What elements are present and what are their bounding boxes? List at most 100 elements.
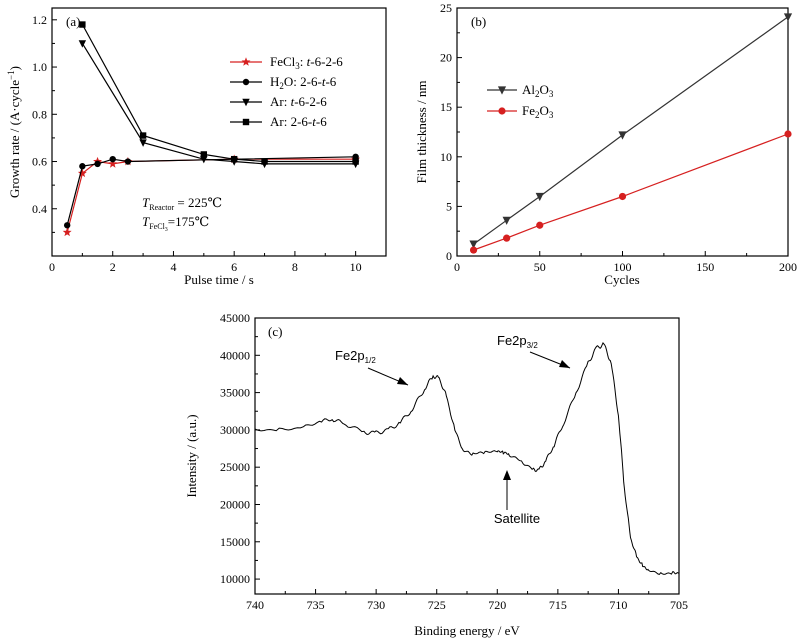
annotation-fe2p12-text: Fe2p (335, 348, 365, 363)
panel-a-series-0-point (77, 168, 87, 178)
panel-a-legend-label-part: O: 2-6- (284, 74, 322, 89)
panel-b-series-0-point (469, 240, 478, 249)
panel-a-xtick-label: 8 (292, 260, 298, 274)
panel-b-xtick-label: 150 (696, 260, 714, 274)
panel-b-series-0-point (535, 192, 544, 202)
panel-a-series-3-point (261, 158, 268, 165)
panel-a-series-2-point (139, 139, 147, 147)
panel-a-series-1-point (63, 222, 71, 229)
panel-a-legend-label: FeCl3: t-6-2-6 (270, 54, 343, 71)
panel-b-legend-label-part: Fe (522, 103, 535, 118)
panel-b-legend: Al2O3 Fe2O3 (487, 82, 554, 120)
panel-a-legend-label-part: 2 (279, 81, 284, 91)
annotation-fe2p12-sub: 1/2 (365, 356, 377, 365)
panel-b-series-1-point (536, 221, 544, 229)
annotation-t-fecl3-symbol: T (142, 214, 150, 229)
panel-a-legend-label: Ar: 2-6-t-6 (270, 114, 327, 129)
panel-b-legend-label-part: O (540, 103, 549, 118)
panel-a-series-2-point (78, 40, 87, 48)
panel-a-legend-marker (241, 57, 251, 66)
panel-a-xtick-label: 4 (170, 260, 176, 274)
panel-a-ylabel: Growth rate / (A·cycle−1) (6, 66, 22, 198)
panel-b-ylabel: Film thickness / nm (414, 81, 429, 184)
panel-c-xtick-label: 720 (488, 598, 506, 612)
panel-a-legend-label: Ar: t-6-2-6 (270, 94, 327, 109)
panel-a-legend-label-part: Ar: 2-6- (270, 114, 312, 129)
panel-c-ytick-label: 15000 (220, 535, 250, 549)
panel-a-legend-label-part: t (312, 114, 316, 129)
panel-b-ytick-label: 15 (440, 100, 452, 114)
panel-c-xtick-label: 725 (428, 598, 446, 612)
panel-b-legend-label: Al2O3 (522, 82, 554, 99)
panel-b-legend-label: Fe2O3 (522, 103, 554, 120)
panel-b-legend-label-part: 3 (549, 89, 554, 99)
panel-a-series-2-line (81, 43, 356, 165)
panel-a-series-1-point (109, 155, 116, 163)
panel-a-series-3-line (81, 24, 356, 163)
panel-a-legend-label-part: -6 (316, 114, 327, 129)
panel-b-series-0-line (473, 16, 789, 245)
panel-a-legend-label-part: t (307, 54, 311, 69)
panel-a-xtick-label: 0 (49, 260, 55, 274)
panel-a-ytick-label: 0.8 (32, 107, 47, 121)
panel-c-spectrum-line (254, 341, 680, 575)
annotation-t-reactor-symbol: T (142, 195, 150, 210)
panel-b-ytick-label: 20 (440, 51, 452, 65)
panel-b-legend-marker (498, 107, 506, 115)
panel-a-series-3-point (230, 155, 238, 163)
panel-a-legend-label-part: -6-2-6 (310, 54, 343, 69)
panel-b-series-1-point (469, 246, 478, 254)
panel-c-xlabel: Binding energy / eV (414, 623, 520, 638)
annotation-t-reactor-value: = 225℃ (174, 195, 222, 210)
panel-a-legend-marker (242, 98, 250, 107)
panel-a-series-1-point (94, 160, 101, 168)
panel-a-series-1-point (124, 158, 132, 165)
panel-c-ytick-label: 45000 (220, 311, 250, 325)
panel-c-ytick-label: 35000 (220, 386, 250, 400)
panel-c-xtick-label: 730 (367, 598, 385, 612)
annotation-t-reactor-sub: Reactor (149, 203, 174, 212)
panel-a-legend-label-part: : (300, 54, 307, 69)
annotation-t-fecl3: TFeCl3=175℃ (142, 214, 209, 233)
panel-b-series-1-point (784, 130, 792, 138)
panel-b-ytick-label: 25 (440, 1, 452, 15)
panel-b-legend-label-part: 2 (535, 89, 540, 99)
panel-a-series-3-point (79, 21, 86, 28)
panel-a-series-0-point (62, 227, 72, 237)
panel-a-legend-marker (242, 118, 250, 126)
panel-a-series-3-point (139, 132, 147, 139)
panel-c-label: (c) (268, 324, 282, 339)
panel-a: 0 2 4 6 8 10 0.4 0.6 0.8 1.0 1.2 (a) Pulse time / … (6, 7, 387, 287)
panel-a-ylabel-close: ) (7, 66, 22, 70)
annotation-t-fecl3-value: =175℃ (168, 214, 209, 229)
annotation-t-fecl3-sub: FeCl (149, 222, 165, 231)
panel-b-label: (b) (471, 14, 486, 29)
panel-a-frame (51, 7, 387, 257)
arrow-satellite-head (503, 470, 511, 480)
panel-a-ylabel-main: Growth rate / (A·cycle (7, 80, 22, 198)
panel-a-legend-label-part: 3 (295, 61, 300, 71)
panel-a-series-3-point (200, 151, 208, 158)
panel-c-ytick-label: 30000 (220, 423, 250, 437)
panel-a-legend-label-part: t (322, 74, 326, 89)
panel-a-label: (a) (66, 14, 80, 29)
panel-a-xtick-label: 2 (110, 260, 116, 274)
panel-c-xtick-label: 710 (609, 598, 627, 612)
panel-a-xtick-label: 10 (350, 260, 362, 274)
panel-a-legend-label-part: FeCl (270, 54, 296, 69)
panel-b-ytick-label: 0 (446, 249, 452, 263)
panel-b-series-0-point (502, 216, 511, 225)
panel-b-series-0-point (783, 13, 793, 22)
panel-b-series-1-point (503, 234, 511, 242)
panel-a-legend-label-part: -6-2-6 (294, 94, 327, 109)
panel-a-ylabel-sup: −1 (6, 70, 16, 80)
panel-b-legend-label-part: Al (522, 82, 535, 97)
panel-a-series-2-point (200, 155, 208, 164)
panel-c-xtick-label: 705 (670, 598, 688, 612)
panel-a-series-3-point (352, 158, 359, 165)
panel-a-ytick-label: 1.2 (32, 13, 47, 27)
panel-b-series-1-line (473, 133, 789, 251)
annotation-fe2p32: Fe2p3/2 (497, 333, 538, 350)
panel-b-xlabel: Cycles (604, 272, 639, 287)
